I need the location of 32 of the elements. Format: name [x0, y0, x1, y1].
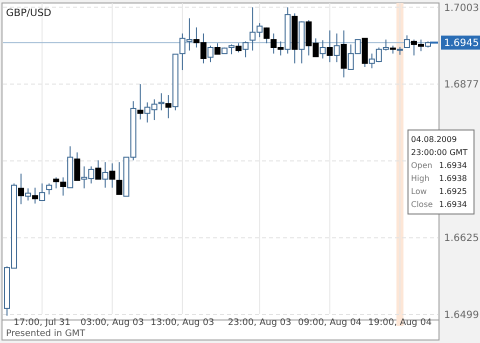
annotation: High [411, 174, 430, 183]
candlestick [320, 40, 326, 59]
x-tick-label: 03:00, Aug 03 [80, 318, 144, 328]
x-tick-label: 17:00, Jul 31 [14, 318, 71, 328]
candlestick [102, 162, 108, 188]
candlestick [404, 34, 410, 48]
annotation: Low [411, 187, 428, 196]
x-tick-label: 19:00, Aug 04 [368, 318, 432, 328]
text: GBP/USD [6, 8, 52, 19]
annotation: Open [411, 161, 432, 170]
candlestick [207, 45, 214, 63]
ref-line-label: 1.6945 [444, 38, 479, 50]
x-tick-label: 23:00, Aug 03 [228, 318, 292, 328]
candlestick [46, 182, 52, 195]
text: 1.6925 [439, 187, 467, 196]
text: 1.6934 [439, 200, 467, 209]
annotation: 23:00:00 GMT [411, 148, 468, 157]
candlestick [25, 188, 32, 202]
annotation: 04.08.2009 [411, 135, 457, 144]
x-tick-label: 09:00, Aug 04 [298, 318, 362, 328]
y-tick-label: 1.6877 [444, 80, 479, 91]
y-tick-label: 1.7003 [444, 2, 479, 14]
x-tick-label: 13:00, Aug 03 [150, 318, 214, 328]
text: 1.6934 [439, 161, 467, 170]
text: 1.6938 [439, 174, 467, 183]
candlestick [39, 182, 46, 202]
y-tick-label: 1.6625 [444, 233, 479, 244]
text: Presented in GMT [6, 329, 86, 339]
candlestick [242, 40, 249, 58]
y-tick-label: 1.6499 [444, 310, 479, 322]
candlestick [334, 32, 340, 63]
annotation: Close [411, 200, 433, 209]
